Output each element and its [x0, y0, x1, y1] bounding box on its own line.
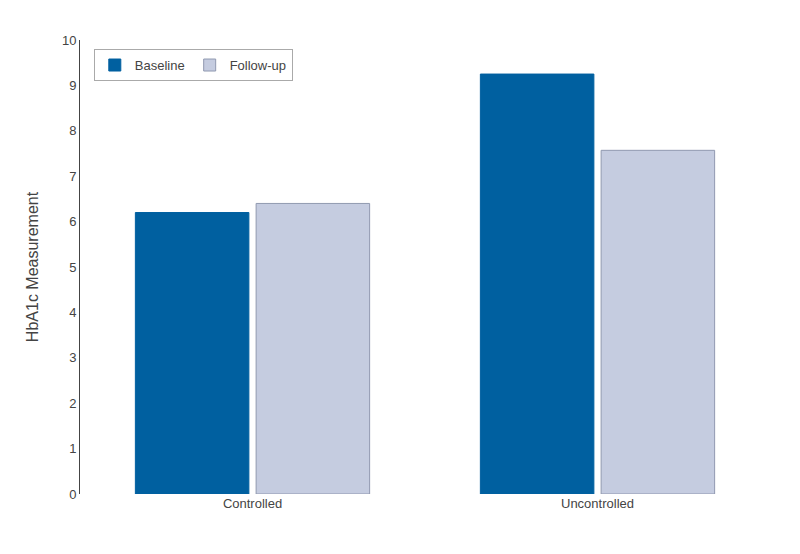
svg-text:Controlled: Controlled — [223, 496, 282, 511]
svg-text:0: 0 — [69, 487, 76, 502]
svg-text:3: 3 — [69, 350, 76, 365]
svg-text:8: 8 — [69, 123, 76, 138]
svg-text:Baseline: Baseline — [135, 58, 185, 73]
svg-text:10: 10 — [62, 33, 76, 48]
svg-text:Follow-up: Follow-up — [230, 58, 286, 73]
svg-text:6: 6 — [69, 214, 76, 229]
svg-text:5: 5 — [69, 260, 76, 275]
svg-text:7: 7 — [69, 169, 76, 184]
svg-text:9: 9 — [69, 78, 76, 93]
svg-text:HbA1c Measurement: HbA1c Measurement — [24, 191, 41, 342]
svg-text:1: 1 — [69, 441, 76, 456]
svg-text:Uncontrolled: Uncontrolled — [561, 496, 634, 511]
svg-text:2: 2 — [69, 396, 76, 411]
svg-text:4: 4 — [69, 305, 76, 320]
